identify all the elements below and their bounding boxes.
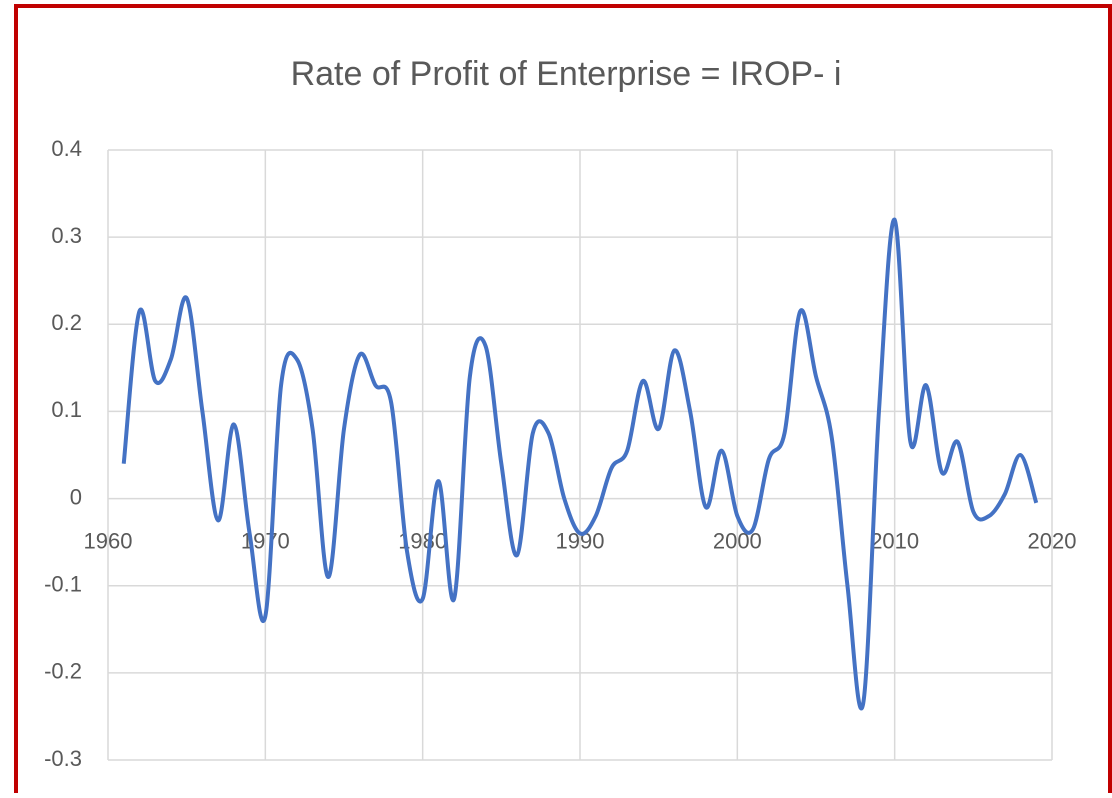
y-tick-label: 0.1 [51,397,82,422]
x-tick-label: 2000 [713,528,762,553]
frame [14,4,1112,798]
chart-title: Rate of Profit of Enterprise = IROP- i [291,55,842,93]
x-tick-label: 1960 [84,528,133,553]
y-tick-label: 0 [70,484,82,509]
y-tick-label: -0.3 [44,746,82,771]
y-tick-label: -0.1 [44,572,82,597]
y-tick-label: 0.2 [51,310,82,335]
y-tick-label: 0.4 [51,136,82,161]
x-tick-label: 2020 [1028,528,1077,553]
y-tick-label: -0.2 [44,659,82,684]
line-series [121,217,1039,711]
y-tick-label: 0.3 [51,223,82,248]
x-tick-label: 2010 [870,528,919,553]
